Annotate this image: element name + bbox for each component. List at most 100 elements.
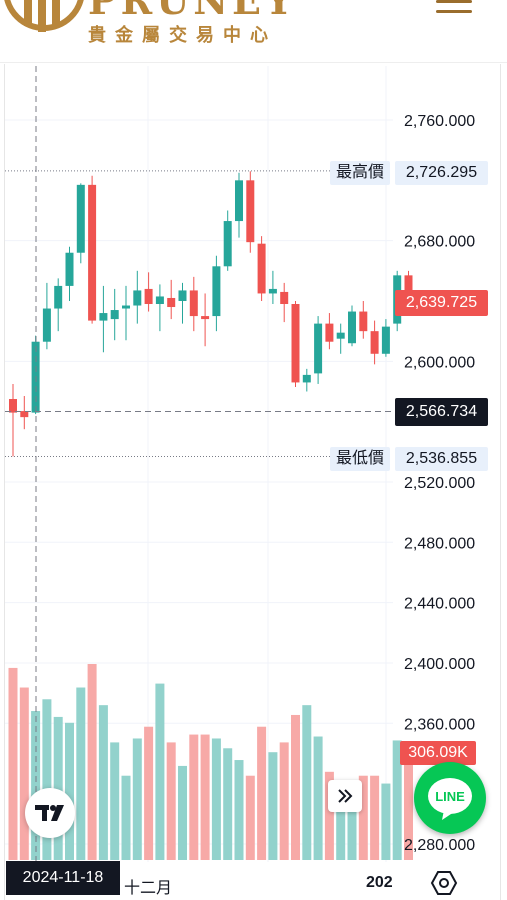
volume-bar [76, 687, 86, 860]
high-value: 2,726.295 [405, 164, 478, 181]
x-tick-year: 202 [366, 874, 393, 891]
volume-bar [98, 705, 108, 860]
volume-bar [65, 722, 74, 860]
volume-bar [381, 783, 391, 860]
candle-body [291, 304, 300, 383]
volume-bar [87, 664, 97, 860]
last-price: 2,639.725 [405, 294, 478, 311]
volume-bar [8, 667, 18, 860]
y-tick-label: 2,280.000 [404, 837, 475, 854]
settings-icon[interactable] [430, 870, 458, 896]
volume-bar [347, 789, 357, 860]
volume-bar [211, 738, 221, 860]
candle-body [9, 399, 17, 413]
volume-bar [291, 714, 300, 860]
volume-bar [121, 775, 131, 860]
last-volume-tag: 306.09K [400, 741, 476, 765]
volume-bar [404, 762, 413, 860]
y-tick-label: 2,600.000 [404, 354, 475, 371]
candle-body [370, 331, 379, 354]
volume-bar [324, 771, 334, 860]
site-header: PRUNEY 貴金屬交易中心 [0, 0, 507, 63]
volume-bar [189, 734, 199, 860]
volume-bar [110, 742, 120, 860]
candle-body [155, 296, 164, 305]
logo-text: PRUNEY [88, 0, 297, 23]
y-tick-label: 2,360.000 [404, 716, 475, 733]
tradingview-logo-icon[interactable] [25, 788, 75, 838]
candle-body [359, 311, 368, 332]
candle-body [314, 323, 323, 374]
low-value: 2,536.855 [405, 450, 478, 467]
volume-bars [8, 664, 413, 860]
candle-body [246, 180, 255, 243]
candle-body [99, 313, 108, 321]
candle-body [268, 288, 277, 294]
candle-body [302, 374, 311, 383]
high-label-tag: 最高價 [330, 161, 390, 185]
low-value-tag: 2,536.855 [395, 447, 488, 471]
high-label: 最高價 [335, 164, 384, 181]
crosshair-price-tag: 2,566.734 [395, 398, 488, 426]
volume-bar [234, 760, 244, 860]
y-tick-label: 2,440.000 [404, 596, 475, 613]
volume-bar [166, 742, 176, 860]
scroll-to-realtime-button[interactable] [328, 780, 362, 812]
candle-body [20, 411, 29, 418]
candle-body [235, 180, 243, 222]
y-tick-label: 2,760.000 [404, 113, 475, 130]
volume-bar [245, 775, 255, 860]
line-chat-button[interactable]: LINE [414, 762, 486, 834]
double-chevron-right-icon [338, 789, 353, 803]
last-volume: 306.09K [408, 744, 468, 761]
candle-body [336, 332, 345, 339]
logo-emblem-icon [4, 0, 84, 32]
y-tick-label: 2,400.000 [404, 656, 475, 673]
candle-body [348, 311, 356, 344]
candle-body [110, 310, 119, 320]
candle-body [189, 290, 198, 317]
chart-frame [4, 64, 501, 900]
line-chat-icon: LINE [428, 778, 472, 820]
hamburger-menu-icon[interactable] [432, 0, 476, 20]
low-label: 最低價 [335, 450, 384, 467]
candle-body [212, 266, 221, 317]
y-tick-label: 2,520.000 [404, 475, 475, 492]
candles [9, 171, 413, 457]
candle-body [178, 290, 187, 301]
last-price-tag: 2,639.725 [395, 290, 488, 316]
volume-bar [132, 738, 142, 860]
candle-body [257, 243, 266, 294]
candle-body [404, 275, 413, 301]
volume-bar [31, 711, 41, 860]
candle-body [167, 297, 176, 308]
volume-bar [370, 775, 380, 860]
volume-bar [200, 734, 210, 860]
volume-bar [223, 748, 233, 860]
y-tick-label: 2,480.000 [404, 535, 475, 552]
y-axis: 2,760.000 2,680.000 2,600.000 2,520.000 2,48… [404, 113, 475, 854]
crosshair-date-tag: 2024-11-18 [6, 861, 120, 895]
volume-bar [155, 683, 165, 860]
candle-body [88, 184, 97, 321]
candle-body [381, 326, 390, 354]
volume-bar [42, 699, 52, 860]
logo-subtitle: 貴金屬交易中心 [88, 25, 277, 46]
crosshair-date: 2024-11-18 [22, 869, 104, 886]
svg-text:LINE: LINE [435, 789, 465, 804]
high-value-tag: 2,726.295 [395, 161, 488, 185]
overlays [5, 66, 393, 862]
candle-body [325, 323, 334, 342]
volume-bar [178, 765, 187, 860]
volume-bar [279, 742, 289, 860]
candle-body [280, 291, 289, 305]
volume-bar [257, 726, 267, 860]
volume-bar [268, 752, 278, 860]
candle-body [133, 290, 142, 306]
candle-body [201, 316, 210, 320]
volume-bar [19, 687, 29, 860]
candle-body [54, 285, 63, 309]
candle-body [144, 288, 153, 305]
volume-bar [313, 736, 323, 860]
